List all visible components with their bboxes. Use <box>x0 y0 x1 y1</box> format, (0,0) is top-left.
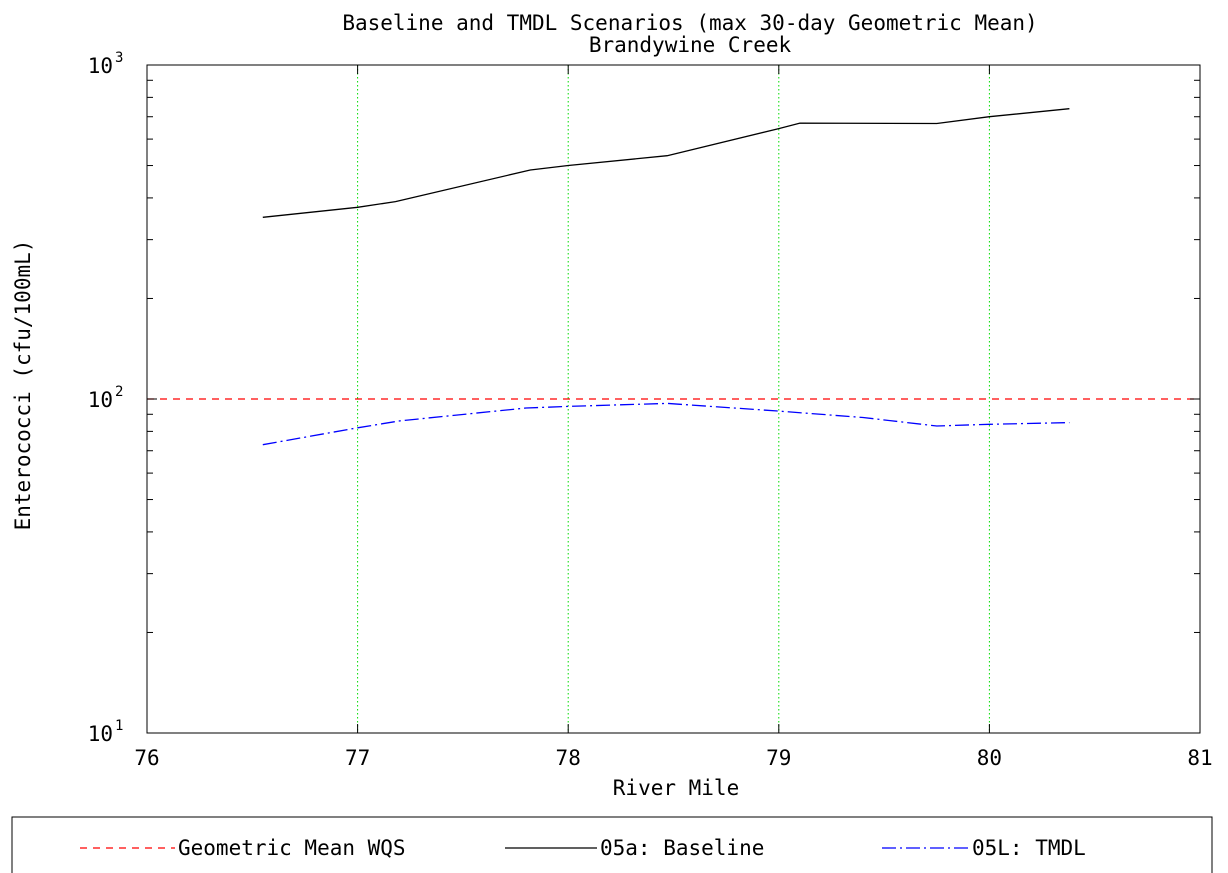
y-tick-label: 10 1 <box>88 718 124 746</box>
series-line-tmdl <box>262 402 1070 446</box>
legend-label-reference: Geometric Mean WQS <box>178 836 406 860</box>
legend-label-tmdl: 05L: TMDL <box>972 836 1086 860</box>
x-tick-label: 80 <box>977 746 1002 770</box>
y-tick-label: 10 2 <box>88 384 124 412</box>
x-tick-label: 81 <box>1187 746 1212 770</box>
y-tick-label-base: 10 <box>88 722 113 746</box>
x-tick-label: 78 <box>556 746 581 770</box>
y-tick-label-exponent: 1 <box>115 718 123 734</box>
y-tick-label-exponent: 3 <box>115 50 123 66</box>
chart-subtitle: Brandywine Creek <box>589 33 792 57</box>
legend-box <box>11 816 1213 873</box>
legend-label-baseline: 05a: Baseline <box>600 836 764 860</box>
y-axis-label: Enterococci (cfu/100mL) <box>11 240 35 531</box>
series-line-baseline <box>262 108 1070 218</box>
chart-title: Baseline and TMDL Scenarios (max 30-day … <box>342 11 1037 35</box>
x-tick-label: 77 <box>345 746 370 770</box>
axis-ticks <box>146 64 1201 734</box>
y-tick-label-exponent: 2 <box>115 384 123 400</box>
series-group <box>262 108 1070 446</box>
y-tick-label: 10 3 <box>88 50 124 78</box>
x-tick-label: 79 <box>766 746 791 770</box>
y-tick-label-base: 10 <box>88 388 113 412</box>
x-axis-label: River Mile <box>613 776 739 800</box>
x-tick-label: 76 <box>134 746 159 770</box>
x-tick-labels: 76 77 78 79 80 81 <box>134 746 1212 770</box>
grid <box>357 65 990 733</box>
y-tick-label-base: 10 <box>88 54 113 78</box>
legend: Geometric Mean WQS 05a: Baseline 05L: TM… <box>11 816 1213 873</box>
